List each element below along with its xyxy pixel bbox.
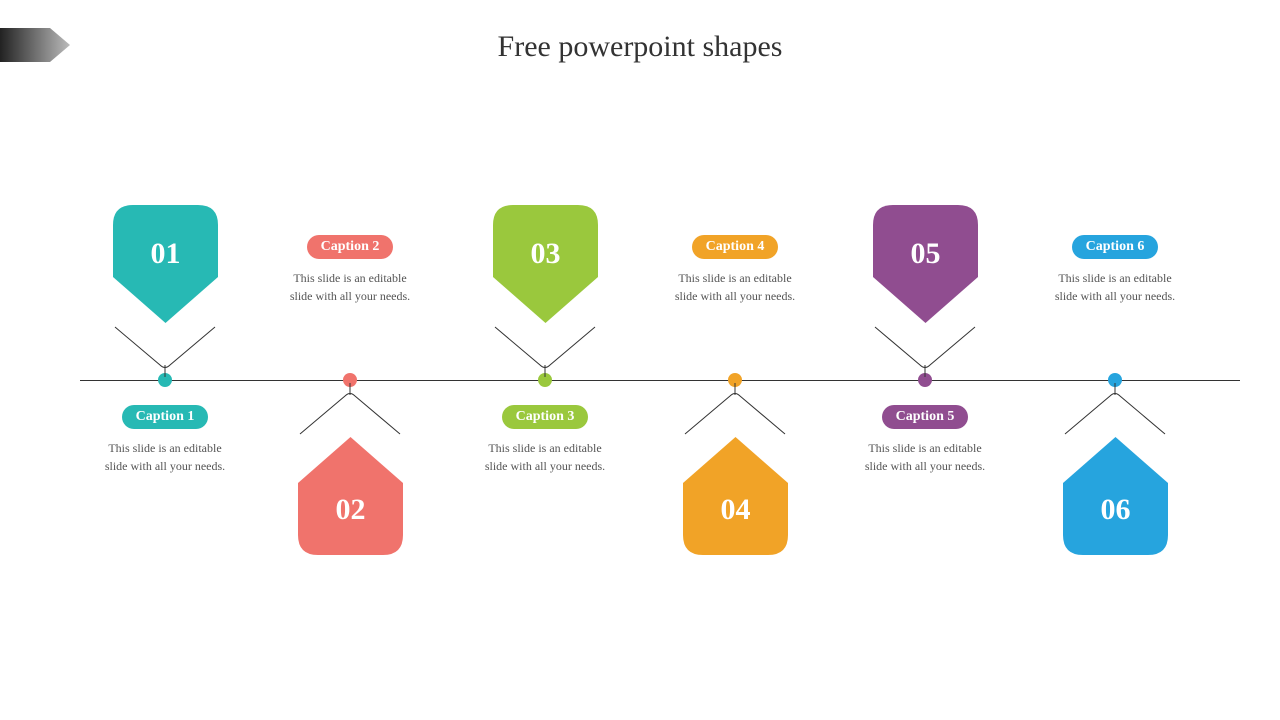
caption-description: This slide is an editable slide with all…: [80, 439, 250, 475]
connector-line: [350, 383, 351, 395]
caption-description: This slide is an editable slide with all…: [265, 269, 435, 305]
timeline-text-block: Caption 3 This slide is an editable slide…: [460, 405, 630, 475]
svg-text:04: 04: [720, 493, 750, 526]
timeline-text-block: Caption 2 This slide is an editable slide…: [265, 235, 435, 305]
timeline-shape: 05: [840, 205, 1010, 325]
timeline-text-block: Caption 6 This slide is an editable slide…: [1030, 235, 1200, 305]
caption-pill: Caption 6: [1072, 235, 1159, 259]
caption-pill: Caption 4: [692, 235, 779, 259]
timeline-axis: [80, 380, 1240, 381]
timeline-text-block: Caption 4 This slide is an editable slide…: [650, 235, 820, 305]
caption-description: This slide is an editable slide with all…: [650, 269, 820, 305]
caption-description: This slide is an editable slide with all…: [1030, 269, 1200, 305]
caption-description: This slide is an editable slide with all…: [460, 439, 630, 475]
connector-line: [165, 365, 166, 377]
caption-pill: Caption 3: [502, 405, 589, 429]
svg-text:01: 01: [150, 237, 180, 270]
svg-text:05: 05: [910, 237, 940, 270]
connector-line: [925, 365, 926, 377]
svg-text:03: 03: [530, 237, 560, 270]
connector-line: [735, 383, 736, 395]
connector-line: [1115, 383, 1116, 395]
caption-pill: Caption 5: [882, 405, 969, 429]
connector-line: [545, 365, 546, 377]
page-title: Free powerpoint shapes: [0, 30, 1280, 64]
timeline-shape: 03: [460, 205, 630, 325]
caption-pill: Caption 1: [122, 405, 209, 429]
timeline-shape: 01: [80, 205, 250, 325]
svg-text:02: 02: [335, 493, 365, 526]
timeline-text-block: Caption 5 This slide is an editable slide…: [840, 405, 1010, 475]
timeline-text-block: Caption 1 This slide is an editable slide…: [80, 405, 250, 475]
timeline-shape: 06: [1030, 435, 1200, 555]
timeline-shape: 02: [265, 435, 435, 555]
timeline-shape: 04: [650, 435, 820, 555]
svg-text:06: 06: [1100, 493, 1130, 526]
caption-description: This slide is an editable slide with all…: [840, 439, 1010, 475]
caption-pill: Caption 2: [307, 235, 394, 259]
